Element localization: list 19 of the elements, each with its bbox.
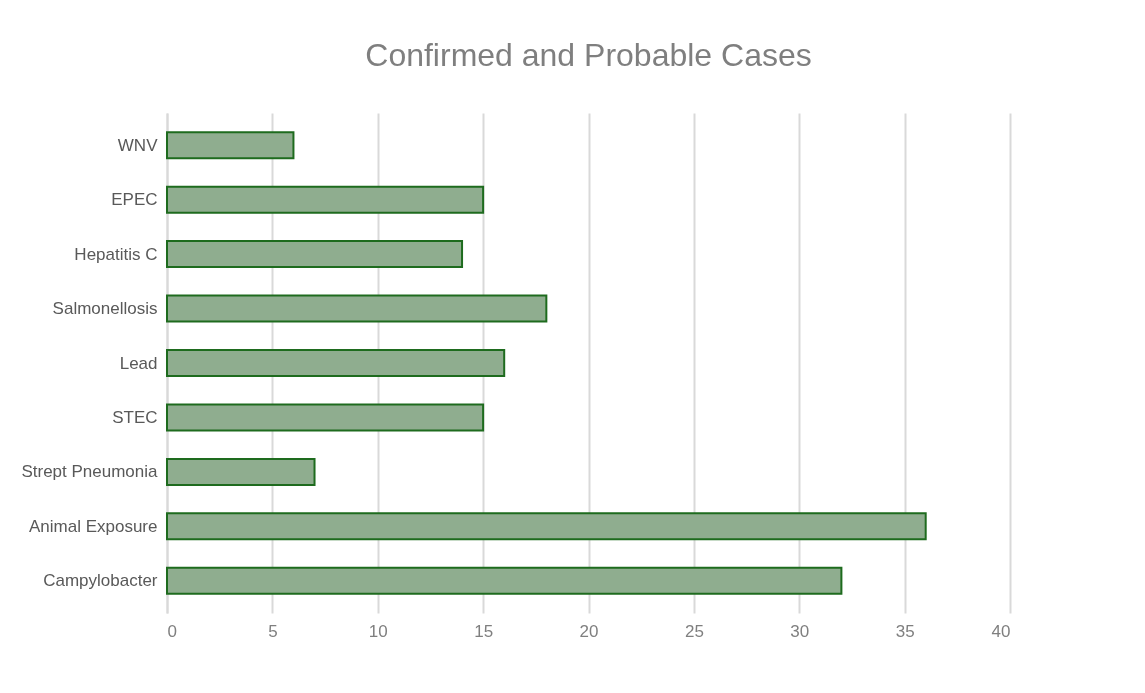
x-tick-label: 5 — [268, 621, 278, 641]
x-tick-label: 30 — [790, 621, 810, 641]
x-tick-label: 0 — [167, 621, 177, 641]
x-tick-label: 35 — [895, 621, 915, 641]
x-tick-label: 25 — [684, 621, 704, 641]
x-tick-label: 20 — [579, 621, 599, 641]
x-tick-label: 15 — [474, 621, 494, 641]
y-tick-label: EPEC — [111, 190, 158, 210]
chart-title: Confirmed and Probable Cases — [365, 37, 812, 73]
y-tick-label: Campylobacter — [43, 571, 158, 591]
y-tick-label: Lead — [119, 353, 158, 373]
x-tick-label: 10 — [368, 621, 388, 641]
x-tick-label: 40 — [991, 621, 1011, 641]
y-tick-label: Strept Pneumonia — [21, 462, 159, 482]
y-tick-label: STEC — [112, 407, 158, 427]
y-tick-label: Animal Exposure — [28, 516, 158, 536]
y-tick-label: Hepatitis C — [74, 244, 158, 264]
y-tick-label: Salmonellosis — [52, 299, 158, 319]
y-tick-label: WNV — [117, 135, 159, 155]
